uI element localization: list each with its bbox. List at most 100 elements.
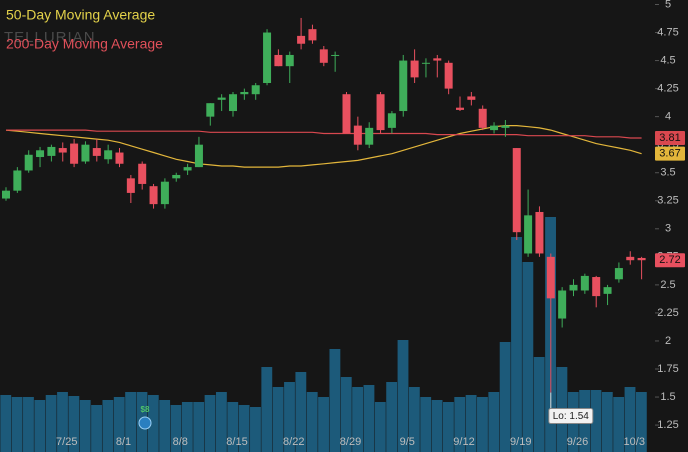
candle-body: [308, 29, 317, 41]
candle-body: [456, 107, 464, 110]
price-tag: [655, 253, 685, 268]
candle-body: [614, 268, 623, 280]
candle-body: [558, 290, 567, 319]
candle-body: [467, 96, 476, 100]
event-icon: [138, 416, 152, 430]
candle-body: [580, 275, 589, 291]
candle-body: [229, 94, 237, 112]
candle-body: [138, 163, 147, 184]
candle-body: [353, 125, 362, 145]
candle-body: [81, 144, 90, 162]
candle-body: [331, 54, 340, 56]
y-tick-label: 3.5: [660, 167, 675, 179]
candle-body: [160, 181, 169, 205]
y-tick-label: 1.5: [660, 391, 675, 403]
candle-body: [115, 152, 124, 164]
candle-body: [251, 85, 260, 95]
volume-bar: [159, 400, 171, 452]
price-tag: [655, 130, 685, 145]
annotation-box: [548, 408, 594, 425]
volume-bar: [318, 397, 329, 452]
volume-bar: [499, 342, 511, 452]
x-tick-label: 8/29: [340, 436, 361, 448]
candle-body: [637, 257, 646, 261]
candle-body: [319, 49, 328, 63]
candle-body: [512, 148, 521, 233]
candle-body: [240, 91, 249, 95]
volume-bar: [613, 397, 625, 452]
y-tick-label: 2: [665, 335, 671, 347]
candle-body: [104, 150, 113, 160]
y-tick-label: 4.25: [657, 83, 678, 95]
volume-bar: [113, 397, 125, 452]
y-tick-label: 3.25: [657, 195, 678, 207]
volume-layer: [0, 217, 647, 452]
y-tick-label: 3: [665, 223, 671, 235]
price-tag-label: 2.72: [659, 254, 680, 266]
candle-body: [194, 144, 203, 168]
candle-body: [206, 103, 215, 117]
candle-body: [444, 62, 453, 89]
candle-body: [421, 62, 430, 64]
volume-bar: [215, 392, 227, 452]
y-tick-label: 1.75: [657, 363, 678, 375]
candle-body: [58, 148, 67, 153]
candle-body: [149, 186, 158, 205]
volume-bar: [465, 395, 477, 452]
event-label: $8: [141, 405, 150, 414]
candle-body: [399, 60, 408, 112]
candle-body: [274, 54, 283, 67]
candle-body: [592, 277, 601, 297]
volume-bar: [227, 402, 239, 452]
legend-entry: 200-Day Moving Average: [6, 36, 163, 52]
x-tick-label: 9/26: [567, 436, 588, 448]
candle-body: [546, 256, 555, 299]
x-tick-label: 8/15: [226, 436, 247, 448]
volume-bar: [0, 395, 12, 452]
moving-average-line: [5, 125, 642, 168]
volume-bar: [363, 385, 375, 452]
volume-bar: [420, 397, 432, 452]
candle-body: [263, 32, 272, 83]
x-tick-label: 8/1: [116, 436, 131, 448]
moving-average-line: [6, 129, 642, 139]
x-tick-label: 9/5: [400, 436, 415, 448]
candle-body: [92, 148, 101, 156]
candle-body: [478, 108, 487, 128]
volume-bar: [454, 397, 466, 452]
candle-body: [365, 127, 374, 145]
candle-body: [217, 97, 226, 100]
volume-bar: [45, 395, 57, 452]
y-tick-label: 1.25: [657, 419, 678, 431]
volume-bar: [442, 402, 454, 452]
price-tag-label: 3.81: [659, 132, 680, 144]
volume-bar: [147, 395, 159, 452]
volume-bar: [397, 340, 409, 452]
x-tick-label: 9/12: [453, 436, 474, 448]
candle-body: [490, 125, 499, 131]
candle-body: [36, 150, 45, 158]
volume-bar: [590, 390, 602, 452]
candle-body: [126, 178, 135, 193]
volume-bar: [624, 387, 636, 452]
price-layer: [2, 17, 646, 393]
candle-body: [70, 143, 79, 164]
y-tick-label: 2.25: [657, 307, 678, 319]
volume-bar: [272, 387, 284, 452]
volume-bar: [635, 392, 647, 452]
candle-body: [603, 287, 612, 294]
y-tick-label: 4.75: [657, 26, 678, 38]
candle-body: [387, 113, 396, 128]
volume-bar: [125, 392, 137, 452]
volume-bar: [533, 357, 545, 452]
volume-bar: [170, 405, 182, 452]
candle-body: [297, 35, 306, 44]
candle-body: [501, 125, 510, 128]
volume-bar: [431, 400, 443, 452]
y-tick-label: 2.5: [660, 279, 675, 291]
volume-bar: [11, 397, 23, 452]
y-tick-label: 4.5: [660, 54, 675, 66]
volume-bar: [193, 402, 205, 452]
